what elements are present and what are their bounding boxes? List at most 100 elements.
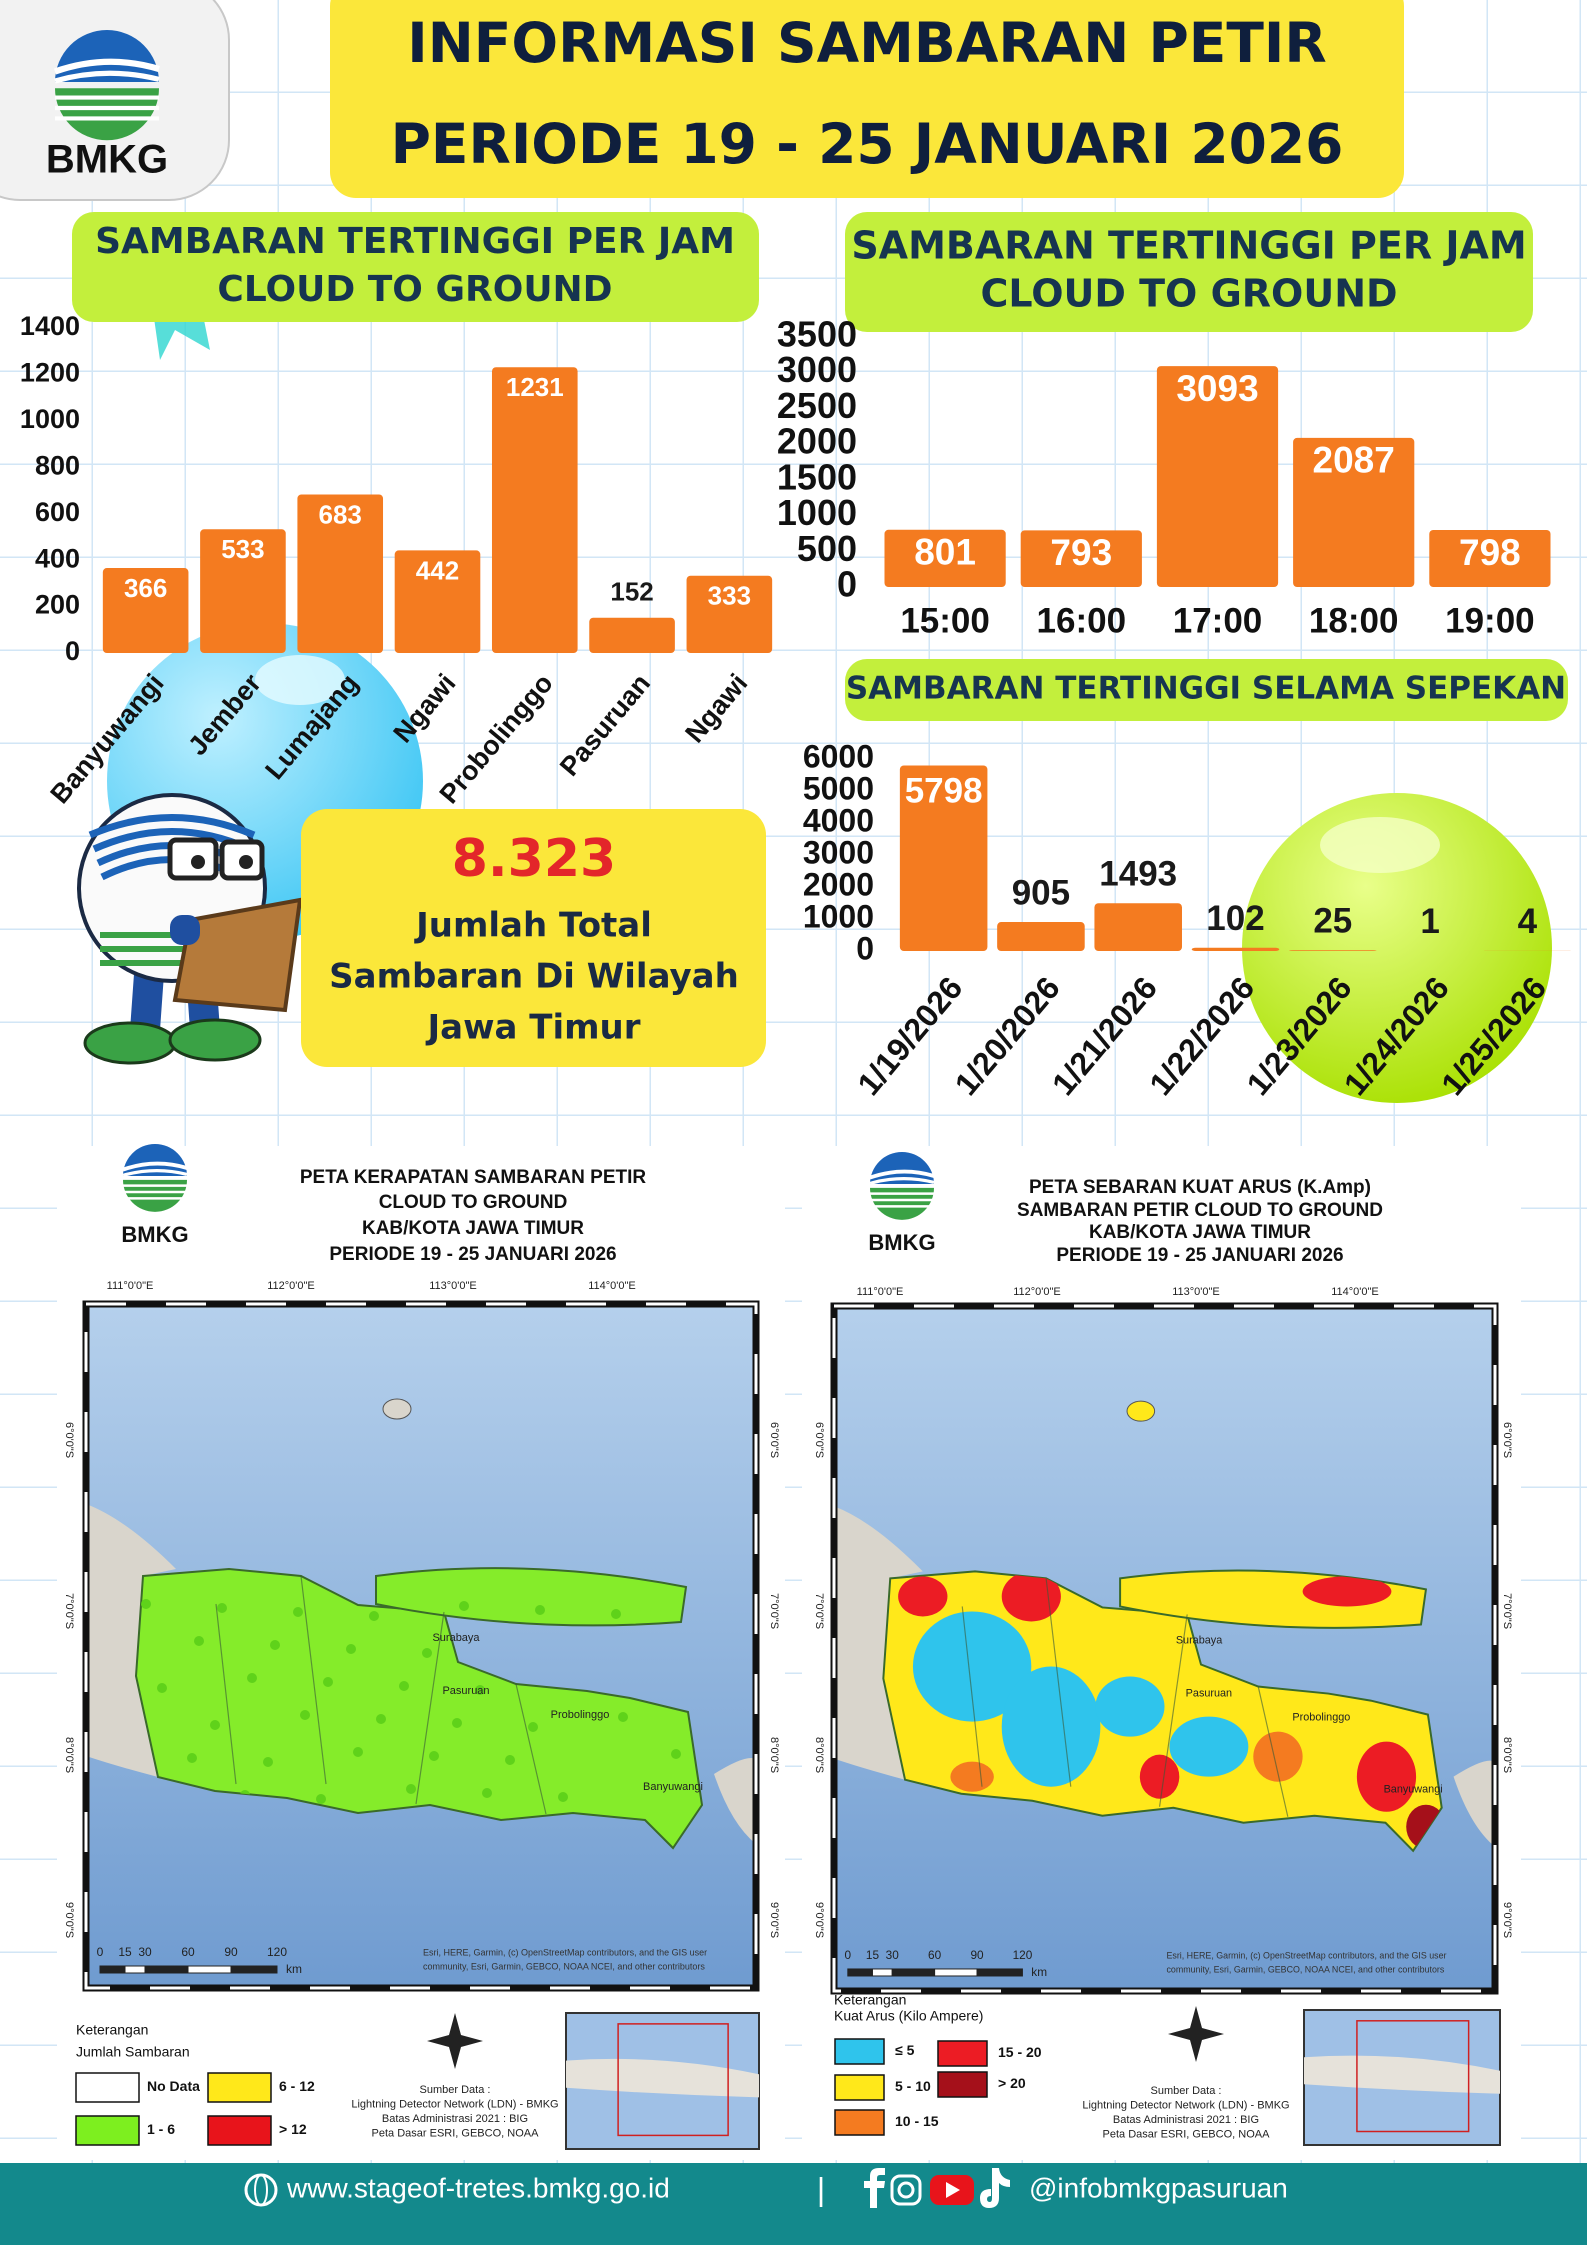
x-tick-label: 19:00 xyxy=(1445,601,1535,640)
chart-title: CLOUD TO GROUND xyxy=(217,269,612,310)
mascot-clipboard xyxy=(172,897,303,1013)
logo-wave xyxy=(869,1177,935,1185)
value-label: 442 xyxy=(416,555,459,585)
map-lon-label: 113°0'0"E xyxy=(1172,1286,1220,1298)
summary-text: Jumlah Total xyxy=(414,906,652,946)
bar xyxy=(899,765,988,951)
instagram-icon xyxy=(897,2181,915,2199)
map-blob xyxy=(1095,1676,1165,1737)
map-dot xyxy=(300,1710,310,1720)
scale-label: 120 xyxy=(1013,1948,1033,1962)
map-boundary xyxy=(300,1575,327,1785)
value-label: 683 xyxy=(319,499,362,529)
value-label: 102 xyxy=(1206,899,1264,938)
map-dot xyxy=(316,1794,326,1804)
scale-bar xyxy=(847,1968,873,1977)
y-tick-label: 2000 xyxy=(777,421,857,462)
footer-bar xyxy=(0,2163,1587,2245)
title: INFORMASI SAMBARAN PETIR xyxy=(407,11,1326,75)
scale-label: 90 xyxy=(970,1948,984,1962)
bar xyxy=(1156,366,1279,587)
map-lat-label: 9°0'0"S xyxy=(813,1902,825,1938)
map-place-label: Pasuruan xyxy=(1186,1687,1232,1699)
map-place-label: Surabaya xyxy=(432,1632,480,1644)
map-blob xyxy=(1139,1754,1180,1799)
y-tick-label: 0 xyxy=(856,930,874,966)
logo-arc xyxy=(123,1144,187,1176)
map-lon-label: 114°0'0"E xyxy=(588,1280,636,1292)
legend-swatch xyxy=(207,2115,272,2146)
x-tick-label: 17:00 xyxy=(1173,601,1263,640)
y-tick-label: 0 xyxy=(837,564,857,605)
map-lon-label: 114°0'0"E xyxy=(1331,1286,1379,1298)
map-dot xyxy=(210,1720,220,1730)
legend-label: 6 - 12 xyxy=(279,2078,315,2094)
map-title: PETA KERAPATAN SAMBARAN PETIR xyxy=(300,1167,647,1188)
map-place-label: Banyuwangi xyxy=(643,1781,703,1793)
map-lat-label: 8°0'0"S xyxy=(813,1737,825,1773)
map-place-label: Probolinggo xyxy=(551,1709,610,1721)
bar xyxy=(1289,950,1377,951)
y-tick-label: 200 xyxy=(35,590,80,620)
bar xyxy=(1020,530,1142,587)
inset-extent xyxy=(617,2023,729,2137)
map-island xyxy=(1126,1400,1156,1422)
map-title: KAB/KOTA JAWA TIMUR xyxy=(362,1218,584,1239)
map-dot xyxy=(194,1636,204,1646)
chart-title: SAMBARAN TERTINGGI PER JAM xyxy=(851,224,1526,268)
instagram-icon xyxy=(890,2174,922,2206)
value-label: 801 xyxy=(914,532,976,573)
compass xyxy=(1168,2006,1224,2062)
y-tick-label: 600 xyxy=(35,497,80,527)
y-tick-label: 3000 xyxy=(777,349,857,390)
bar xyxy=(1429,530,1551,587)
title: PERIODE 19 - 25 JANUARI 2026 xyxy=(391,112,1344,176)
map-dot xyxy=(247,1673,257,1683)
tiktok-icon xyxy=(980,2168,1010,2208)
map-blob xyxy=(1356,1741,1417,1812)
value-label: 366 xyxy=(124,573,167,603)
bar xyxy=(394,550,481,653)
scale-label: 90 xyxy=(224,1945,238,1959)
value-label: 1 xyxy=(1420,902,1439,941)
map-lat-label: 6°0'0"S xyxy=(813,1422,825,1458)
map-place-label: Banyuwangi xyxy=(1384,1784,1443,1796)
bar xyxy=(297,494,384,653)
logo-wave xyxy=(54,70,160,84)
map-land xyxy=(834,1506,923,1780)
logo-land xyxy=(870,1187,934,1220)
map-neatline xyxy=(84,1302,758,1990)
scale-label: 0 xyxy=(845,1948,852,1962)
legend-label: > 12 xyxy=(279,2121,307,2137)
scale-label: 30 xyxy=(886,1948,900,1962)
value-label: 905 xyxy=(1012,873,1070,912)
map-place-label: Probolinggo xyxy=(1292,1711,1350,1723)
map-dot xyxy=(482,1788,492,1798)
scale-bar xyxy=(187,1965,232,1974)
value-label: 2087 xyxy=(1313,440,1395,481)
scale-label: 120 xyxy=(267,1945,287,1959)
legend-swatch xyxy=(937,2040,988,2067)
scale-label: 0 xyxy=(97,1945,104,1959)
legend-label: ≤ 5 xyxy=(895,2042,915,2058)
logo-arc xyxy=(55,30,159,82)
y-tick-label: 400 xyxy=(35,543,80,573)
map-dot xyxy=(369,1611,379,1621)
chart-title-box xyxy=(845,659,1568,721)
y-tick-label: 1200 xyxy=(20,358,80,388)
value-label: 793 xyxy=(1050,532,1112,573)
scale-label: 15 xyxy=(866,1948,880,1962)
bubble-shine xyxy=(255,655,345,705)
map-blob xyxy=(1001,1571,1061,1622)
map-dot xyxy=(141,1599,151,1609)
legend-swatch xyxy=(75,2115,140,2146)
legend-subtitle: Jumlah Sambaran xyxy=(76,2044,190,2060)
map-dot xyxy=(611,1609,621,1619)
x-tick-label: 18:00 xyxy=(1309,601,1399,640)
map-attribution: Esri, HERE, Garmin, (c) OpenStreetMap co… xyxy=(1166,1950,1446,1960)
y-tick-label: 1000 xyxy=(20,404,80,434)
map-land xyxy=(1453,1760,1495,1847)
map-lat-label: 7°0'0"S xyxy=(1501,1593,1513,1629)
legend-swatch xyxy=(834,2074,885,2101)
scale-bar xyxy=(976,1968,1023,1977)
